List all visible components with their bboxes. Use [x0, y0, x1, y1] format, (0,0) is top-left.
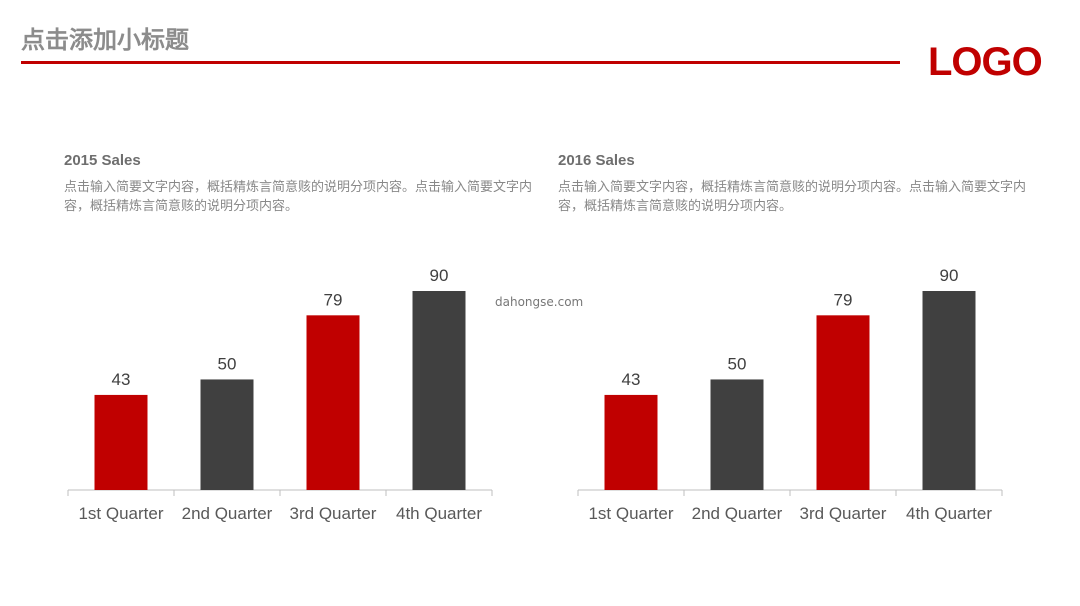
category-label: 3rd Quarter	[800, 504, 887, 523]
panel-description-2015: 点击输入简要文字内容，概括精炼言简意赅的说明分项内容。点击输入简要文字内容，概括…	[64, 180, 533, 214]
bar	[710, 379, 764, 490]
category-label: 1st Quarter	[78, 504, 163, 523]
category-label: 4th Quarter	[396, 504, 482, 523]
data-label: 90	[940, 266, 959, 285]
data-label: 43	[622, 370, 641, 389]
watermark: dahongse.com	[495, 295, 584, 309]
data-label: 90	[430, 266, 449, 285]
data-label: 43	[112, 370, 131, 389]
bar	[200, 379, 254, 490]
panel-description-2016: 点击输入简要文字内容，概括精炼言简意赅的说明分项内容。点击输入简要文字内容，概括…	[558, 180, 1027, 214]
category-label: 2nd Quarter	[182, 504, 273, 523]
bar	[604, 394, 658, 490]
bar	[412, 291, 466, 490]
panel-title-2016: 2016 Sales	[558, 152, 635, 169]
data-label: 79	[834, 290, 853, 309]
panel-title-2015: 2015 Sales	[64, 152, 141, 169]
data-label: 79	[324, 290, 343, 309]
category-label: 1st Quarter	[588, 504, 673, 523]
sales-chart-2016: 43 1st Quarter 50 2nd Quarter 79 3rd Quarter 9…	[577, 266, 1003, 523]
bar	[816, 315, 870, 490]
category-label: 3rd Quarter	[290, 504, 377, 523]
category-label: 4th Quarter	[906, 504, 992, 523]
sales-chart-2015: 43 1st Quarter 50 2nd Quarter 79 3rd Quarter 9…	[67, 266, 493, 523]
page-title: 点击添加小标题	[21, 26, 189, 54]
bar	[922, 291, 976, 490]
data-label: 50	[728, 354, 747, 373]
bar	[94, 394, 148, 490]
data-label: 50	[218, 354, 237, 373]
bar	[306, 315, 360, 490]
logo: LOGO	[928, 40, 1043, 84]
title-divider	[21, 61, 900, 64]
category-label: 2nd Quarter	[692, 504, 783, 523]
